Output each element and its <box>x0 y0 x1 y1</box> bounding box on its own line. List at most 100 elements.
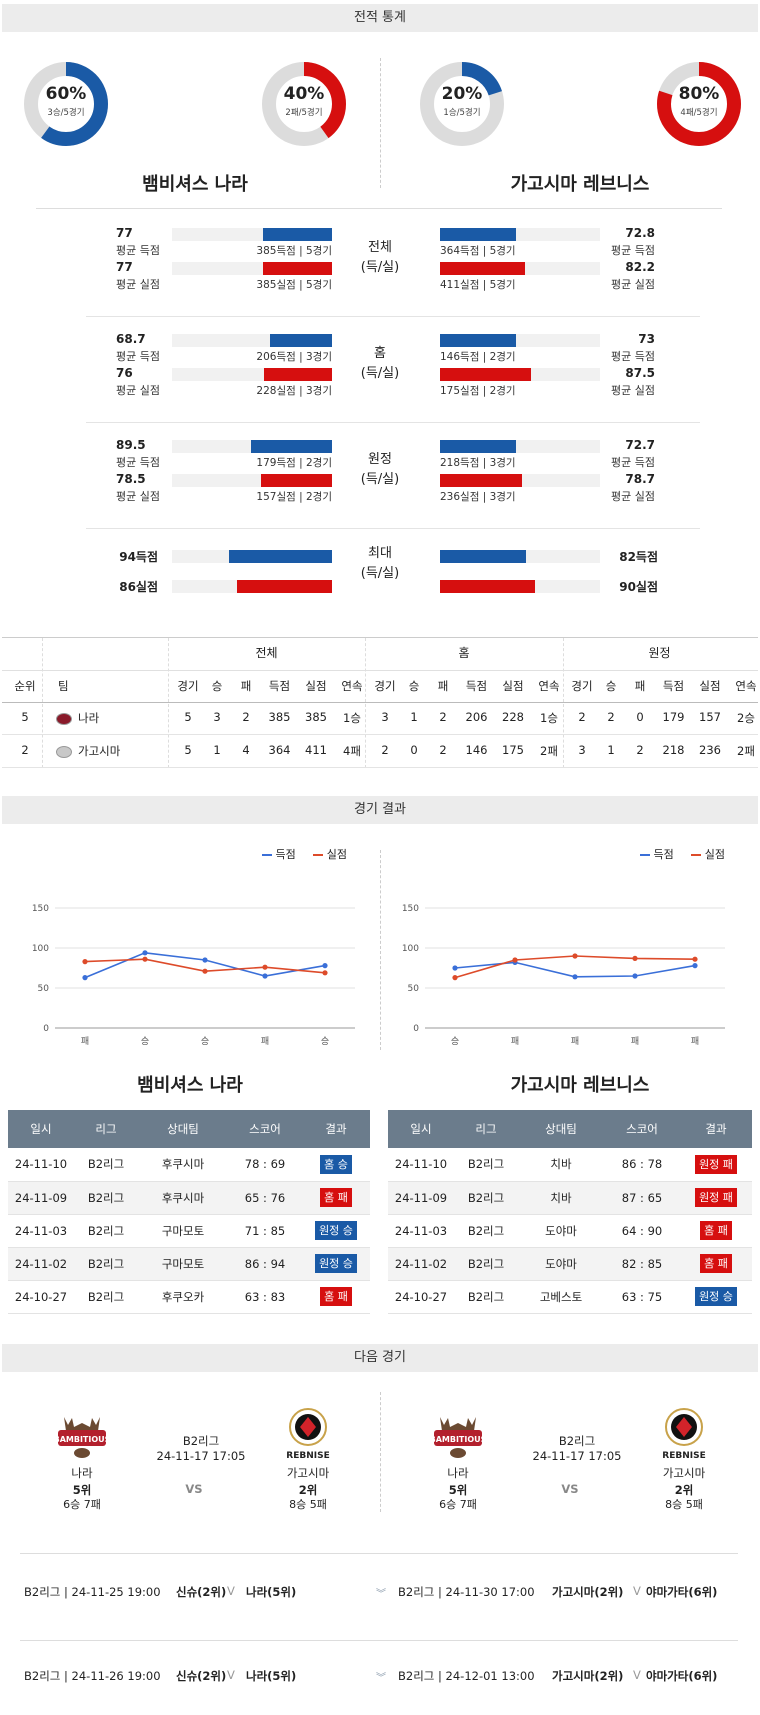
standings-cell: 236 <box>699 743 721 757</box>
next-away-rank: 2위 <box>674 1483 694 1497</box>
schedule-away: 나라(5위) <box>246 1585 297 1599</box>
results-cell: 63 : 83 <box>228 1280 302 1314</box>
bar-detail: 236실점 | 3경기 <box>440 491 516 503</box>
standings-cell: 206 <box>465 710 488 724</box>
divider <box>380 850 381 1050</box>
kagoshima-logo-icon <box>56 745 72 758</box>
next-home-rank: 5위 <box>72 1483 92 1497</box>
table-row: 24-11-03 B2리그 구마모토 71 : 85 원정 승 <box>8 1214 370 1248</box>
next-home-name: 나라 <box>71 1466 93 1480</box>
outcome-badge: 원정 패 <box>695 1188 737 1207</box>
kagoshima-logo-icon: REBNISE <box>654 1407 714 1463</box>
outcome-badge: 홈 승 <box>320 1154 352 1174</box>
team-name: 나라 <box>78 711 100 725</box>
results-cell: 86 : 78 <box>604 1148 680 1182</box>
table-row: 24-11-10 B2리그 치바 86 : 78 원정 패 <box>388 1148 752 1182</box>
data-point <box>82 959 88 965</box>
divider <box>2 734 758 735</box>
standings-cell: 2 <box>381 743 389 757</box>
schedule-home: 가고시마(2위) <box>552 1669 624 1683</box>
schedule-away: 나라(5위) <box>246 1669 297 1683</box>
compare-category-sub: (득/실) <box>360 260 400 275</box>
x-tick-label: 패 <box>691 1036 699 1047</box>
bar-detail: 364득점 | 5경기 <box>440 245 516 257</box>
chevron-down-icon: V <box>227 1668 235 1682</box>
vs-label: VS <box>185 1482 203 1496</box>
results-cell: 63 : 75 <box>604 1280 680 1314</box>
results-cell: 87 : 65 <box>604 1181 680 1215</box>
results-outcome-cell: 원정 승 <box>302 1214 370 1248</box>
stat-value: 87.5 <box>625 366 655 380</box>
double-chevron-icon: ︾ <box>376 1673 386 1684</box>
standings-cell: 146 <box>465 743 488 757</box>
left-team-title: 뱀비셔스 나라 <box>142 174 248 195</box>
standings-column-header: 승 <box>211 679 223 693</box>
standings-cell: 0 <box>636 710 644 724</box>
results-cell: 도야마 <box>518 1247 604 1281</box>
results-cell: 24-11-03 <box>8 1214 74 1248</box>
standings-column-header: 순위 <box>14 679 36 693</box>
stat-value: 77 <box>116 260 133 274</box>
standings-column-header: 패 <box>634 679 646 693</box>
schedule-away: 야마가타(6위) <box>646 1585 718 1599</box>
data-point <box>82 975 88 981</box>
divider <box>380 1392 381 1512</box>
results-cell: 후쿠시마 <box>138 1148 228 1182</box>
data-point <box>202 968 208 974</box>
bar-detail: 175실점 | 2경기 <box>440 385 516 397</box>
chart-legend: 득점 실점 <box>262 846 347 862</box>
donut-fill <box>420 62 504 146</box>
y-tick-label: 150 <box>32 904 49 914</box>
standings-column-header: 팀 <box>58 679 69 693</box>
team-name: 가고시마 <box>78 744 121 758</box>
standings-column-header: 연속 <box>538 679 560 693</box>
standings-cell: 1승 <box>343 711 361 725</box>
results-cell: 24-11-03 <box>388 1214 454 1248</box>
legend-conceded: 실점 <box>704 848 725 861</box>
next-league: B2리그 <box>558 1434 596 1448</box>
bar-detail: 385득점 | 5경기 <box>256 245 332 257</box>
stat-value: 72.8 <box>625 226 655 240</box>
score-bar <box>251 440 332 453</box>
outcome-badge: 원정 패 <box>695 1154 737 1174</box>
chevron-down-icon: V <box>633 1584 641 1598</box>
standings-column-header: 경기 <box>571 679 593 693</box>
results-cell: B2리그 <box>454 1247 518 1281</box>
right-results-table: 일시 리그 상대팀 스코어 결과 24-11-10 B2리그 치바 86 : 78 원정 패 24-… <box>388 1110 752 1314</box>
data-point <box>262 973 268 979</box>
nara-logo-icon: BAMBITIOUS <box>54 1415 111 1459</box>
max-conceded-bar <box>440 580 535 593</box>
next-home-record: 6승 7패 <box>439 1498 477 1511</box>
data-point <box>632 955 638 961</box>
table-row: 24-11-02 B2리그 도야마 82 : 85 홈 패 <box>388 1247 752 1281</box>
results-column-header: 일시 <box>388 1110 454 1148</box>
data-point <box>452 965 458 971</box>
data-point <box>572 974 578 980</box>
right-results-team-title: 가고시마 레브니스 <box>510 1075 650 1096</box>
divider <box>20 1640 738 1641</box>
stat-label: 평균 득점 <box>611 350 655 363</box>
stat-value: 76 <box>116 366 133 380</box>
standings-column-header: 패 <box>240 679 252 693</box>
divider <box>36 208 722 209</box>
standings-cell: 385 <box>305 710 327 724</box>
chart-legend: 득점 실점 <box>640 846 725 862</box>
bar-detail: 228실점 | 3경기 <box>256 385 332 397</box>
divider <box>2 637 758 638</box>
standings-cell: 2 <box>578 710 586 724</box>
standings-column-header: 실점 <box>699 679 721 693</box>
chevron-down-icon: V <box>227 1584 235 1598</box>
stat-value: 73 <box>638 332 655 346</box>
stat-label: 평균 실점 <box>116 384 160 397</box>
left-results-table: 일시 리그 상대팀 스코어 결과 24-11-10 B2리그 후쿠시마 78 : 69 홈 승 24… <box>8 1110 370 1314</box>
chevron-down-icon: V <box>633 1668 641 1682</box>
standings-cell: 364 <box>268 743 291 757</box>
y-tick-label: 0 <box>43 1024 49 1034</box>
bar-detail: 206득점 | 3경기 <box>256 351 332 363</box>
results-cell: B2리그 <box>74 1148 138 1182</box>
results-cell: 후쿠시마 <box>138 1181 228 1215</box>
schedule-home: 가고시마(2위) <box>552 1585 624 1599</box>
standings-cell: 2 <box>439 743 447 757</box>
divider <box>86 528 700 529</box>
donut-percent: 60% <box>45 84 87 104</box>
